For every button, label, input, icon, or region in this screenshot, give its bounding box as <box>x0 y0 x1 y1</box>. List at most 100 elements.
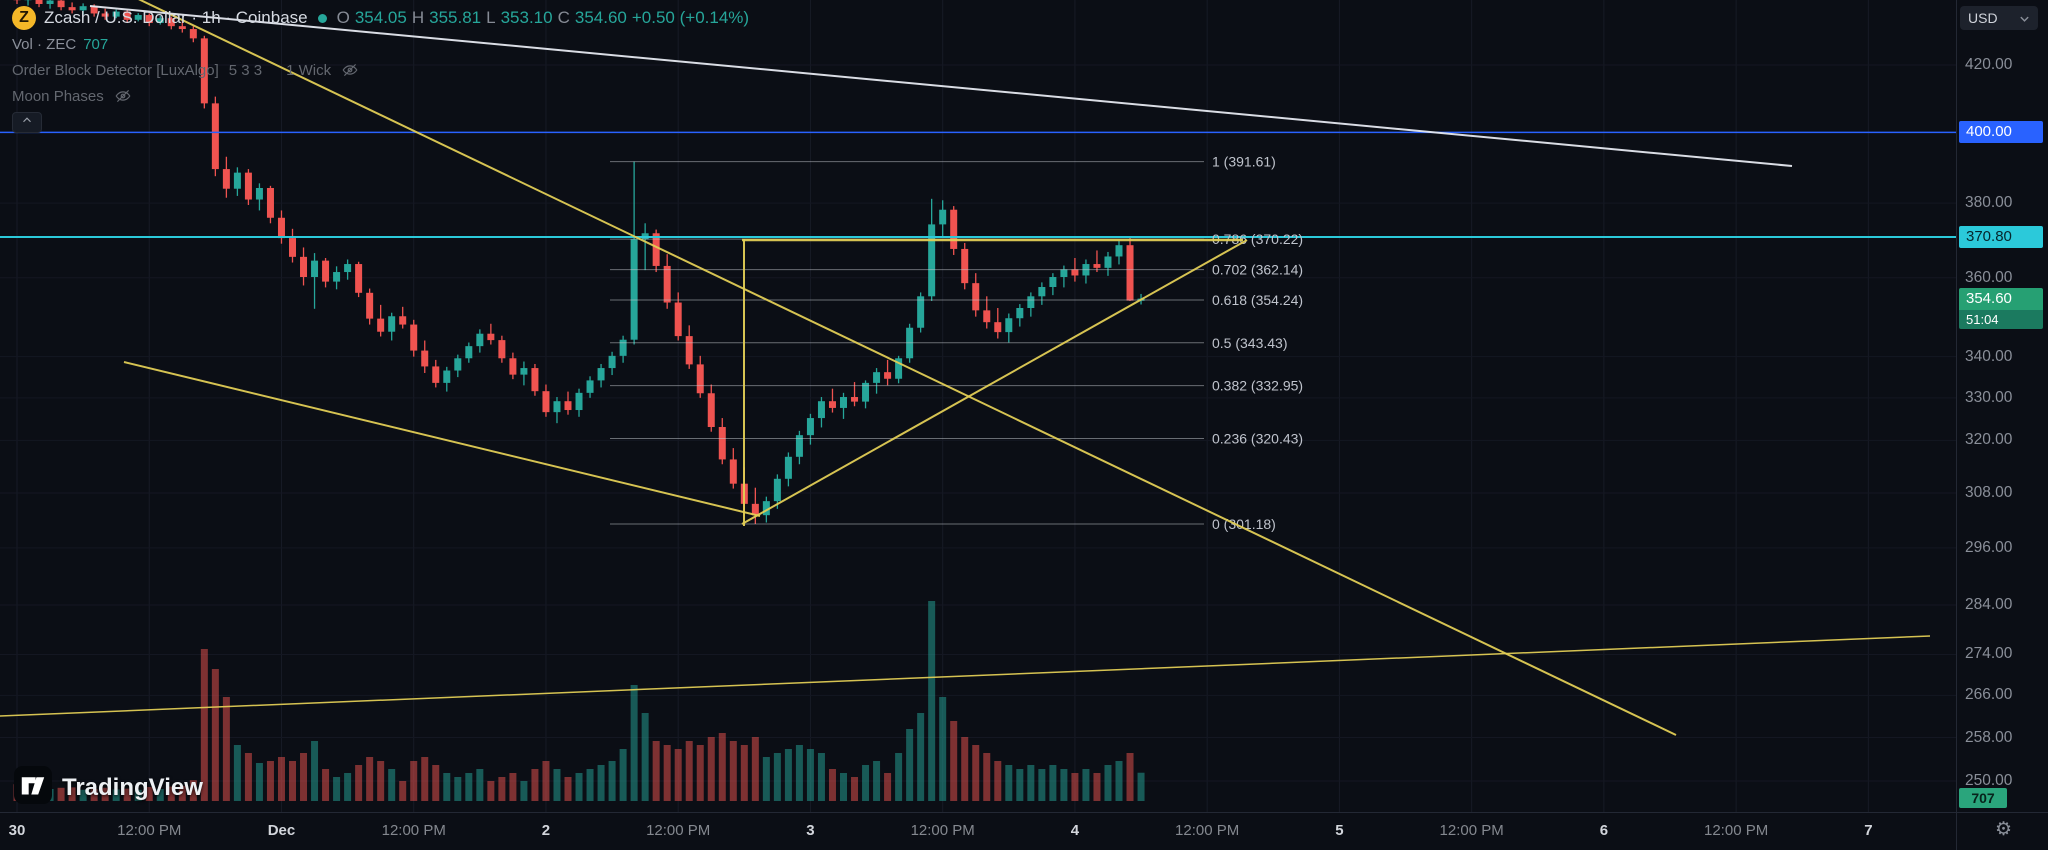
chevron-up-icon <box>20 113 34 132</box>
candle-body <box>1016 308 1023 318</box>
candle-body <box>410 325 417 351</box>
volume-bar <box>553 769 560 801</box>
volume-bar <box>410 761 417 801</box>
candle-body <box>553 401 560 412</box>
volume-bar <box>542 761 549 801</box>
price-line-badge: 370.80 <box>1959 226 2043 248</box>
indicator-name: Moon Phases <box>12 88 104 105</box>
time-tick-label: 4 <box>1071 822 1079 839</box>
eye-off-icon[interactable] <box>341 61 359 79</box>
open-label: O <box>337 8 350 28</box>
tradingview-logo-icon <box>14 766 52 809</box>
volume-bar <box>520 781 527 801</box>
candle-body <box>311 261 318 277</box>
candle-body <box>366 293 373 319</box>
candle-body <box>939 210 946 225</box>
candle-body <box>399 316 406 324</box>
candle-body <box>598 368 605 380</box>
candle-body <box>278 218 285 238</box>
gear-icon[interactable]: ⚙ <box>1995 818 2012 841</box>
trend-line <box>742 240 1247 524</box>
volume-bar <box>1138 773 1145 801</box>
time-tick-label: 12:00 PM <box>117 822 181 839</box>
volume-bar <box>234 745 241 801</box>
candle-body <box>256 188 263 200</box>
volume-bar <box>498 777 505 801</box>
fib-level-label: 0.5 (343.43) <box>1212 335 1288 351</box>
candle-body <box>576 393 583 410</box>
candle-body <box>983 310 990 322</box>
candle-body <box>818 401 825 418</box>
candle-body <box>1071 269 1078 275</box>
volume-bar <box>653 741 660 801</box>
candle-body <box>851 397 858 402</box>
candle-body <box>1049 277 1056 287</box>
volume-bar <box>443 773 450 801</box>
price-tick-label: 360.00 <box>1965 268 2012 288</box>
candle-body <box>465 346 472 358</box>
candle-body <box>972 283 979 310</box>
volume-bar <box>873 761 880 801</box>
volume-bar <box>509 773 516 801</box>
currency-dropdown[interactable]: USD <box>1960 6 2038 30</box>
volume-bar <box>675 749 682 801</box>
candle-body <box>300 257 307 277</box>
volume-bar <box>1049 765 1056 801</box>
volume-bar <box>1005 765 1012 801</box>
volume-row: Vol · ZEC 707 <box>12 34 749 54</box>
current-price-badge: 354.60 51:04 <box>1959 288 2043 329</box>
volume-bar <box>565 777 572 801</box>
time-tick-label: Dec <box>268 822 296 839</box>
candle-body <box>708 393 715 427</box>
candle-body <box>432 366 439 382</box>
volume-bar <box>950 721 957 801</box>
tradingview-watermark[interactable]: TradingView <box>14 766 203 809</box>
volume-bar <box>917 713 924 801</box>
price-tick-label: 380.00 <box>1965 193 2012 213</box>
candle-body <box>58 1 65 8</box>
price-tick-label: 308.00 <box>1965 483 2012 503</box>
volume-bar <box>939 697 946 801</box>
candle-body <box>917 296 924 327</box>
volume-bar <box>322 769 329 801</box>
legend-collapse-button[interactable] <box>12 112 42 133</box>
volume-bar <box>741 745 748 801</box>
volume-bar <box>289 761 296 801</box>
price-scale[interactable]: 420.00400.00380.00360.00340.00330.00320.… <box>1956 0 2048 812</box>
candle-body <box>443 371 450 383</box>
tradingview-wordmark: TradingView <box>62 774 203 802</box>
price-tick-label: 420.00 <box>1965 55 2012 75</box>
volume-bar <box>333 777 340 801</box>
volume-bar <box>587 769 594 801</box>
indicator-params: 5 3 3 <box>229 62 262 79</box>
candle-body <box>675 303 682 337</box>
candle-body <box>1104 256 1111 267</box>
eye-off-icon[interactable] <box>114 87 132 105</box>
volume-bar <box>531 769 538 801</box>
candle-body <box>950 210 957 249</box>
volume-bar <box>862 765 869 801</box>
candle-body <box>322 261 329 282</box>
volume-bar <box>311 741 318 801</box>
candle-body <box>631 239 638 339</box>
candle-body <box>388 316 395 331</box>
volume-bar <box>355 765 362 801</box>
candle-body <box>565 401 572 410</box>
volume-bar <box>763 757 770 801</box>
volume-bar <box>1104 765 1111 801</box>
candle-body <box>653 233 660 266</box>
candle-body <box>873 372 880 383</box>
volume-bar <box>1116 761 1123 801</box>
candle-body <box>961 249 968 283</box>
volume-bar <box>366 757 373 801</box>
price-tick-label: 330.00 <box>1965 388 2012 408</box>
candle-body <box>509 358 516 374</box>
candle-body <box>884 372 891 379</box>
volume-bar <box>399 781 406 801</box>
current-price-value: 354.60 <box>1959 288 2043 310</box>
volume-bar <box>576 773 583 801</box>
currency-label: USD <box>1968 10 1998 26</box>
candle-body <box>1060 269 1067 277</box>
volume-bar <box>465 773 472 801</box>
